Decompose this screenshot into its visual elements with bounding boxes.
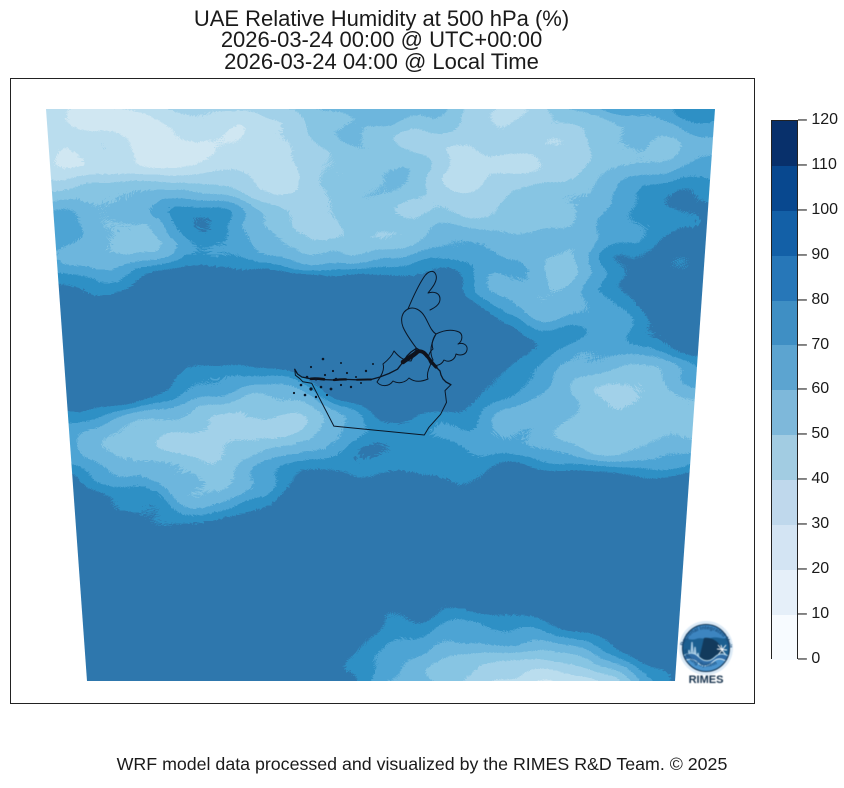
svg-text:RIMES: RIMES bbox=[689, 674, 724, 686]
